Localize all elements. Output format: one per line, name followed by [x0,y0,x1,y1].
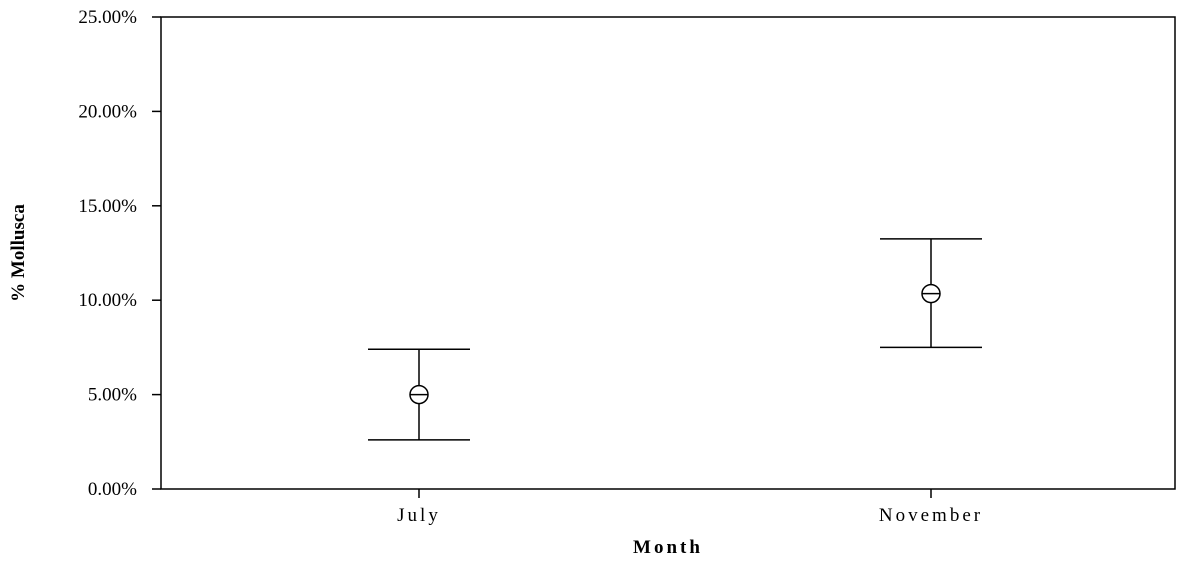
y-tick-label: 25.00% [78,7,137,28]
y-axis-title: % Mollusca [8,204,29,302]
y-tick-label: 15.00% [78,196,137,217]
plot-frame [160,16,1176,490]
data-marks [368,238,982,441]
error-bar-july [368,348,470,441]
y-tick-label: 10.00% [78,290,137,311]
x-tick-label: November [879,505,983,526]
x-axis: July November [397,489,983,526]
x-tick-label: July [397,505,441,526]
x-axis-title: Month [633,537,703,558]
y-tick-label: 20.00% [78,101,137,122]
y-axis: 0.00% 5.00% 10.00% 15.00% 20.00% 25.00% [78,7,161,500]
y-tick-label: 5.00% [88,385,137,406]
error-bar-november [880,238,982,349]
y-tick-label: 0.00% [88,479,137,500]
